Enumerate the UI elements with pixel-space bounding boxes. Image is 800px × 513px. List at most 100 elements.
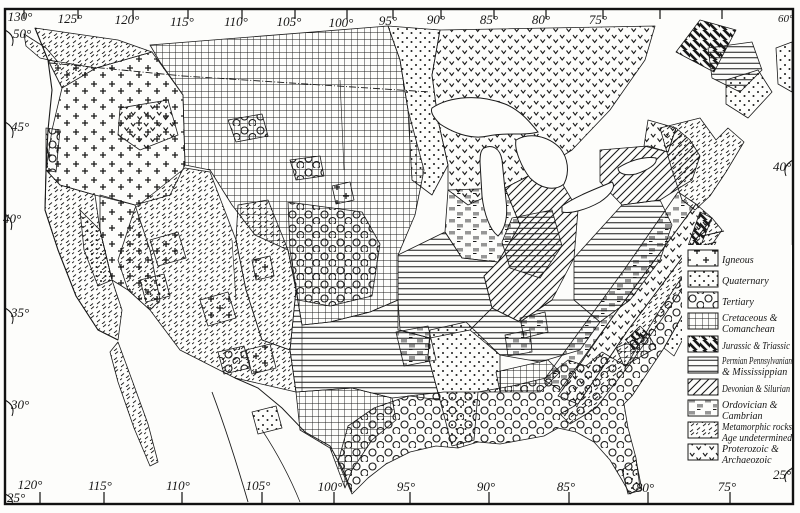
lon-label: 80° [636, 480, 654, 495]
region-nova-scotia-dots [725, 69, 773, 119]
lat-label: 25° [773, 467, 791, 482]
legend-label-cretaceous-2: Comanchean [722, 324, 775, 335]
lon-label: 95° [397, 479, 415, 494]
lat-label: 50° [13, 26, 31, 41]
lat-label: 40° [773, 159, 791, 174]
lat-label: 45° [11, 119, 29, 134]
lon-label: 115° [88, 478, 112, 493]
legend-label-permian-2: & Mississippian [722, 367, 787, 378]
left-latitude-labels: 50° 45° 40° 35° 30° 25° [3, 26, 31, 505]
mexico-west-coast [211, 391, 249, 503]
lon-label: 120° [115, 12, 140, 27]
lon-label: 75° [718, 479, 736, 494]
lon-label: 110° [166, 478, 190, 493]
region-colorado-igneous-patch [251, 255, 275, 281]
legend-swatches [687, 249, 719, 461]
legend-label-proterozoic-2: Archaeozoic [721, 455, 772, 466]
legend-label-devonian: Devonian & Silurian [721, 384, 790, 395]
mexico-interior-line [261, 429, 301, 503]
region-baja-california [109, 341, 159, 467]
boundary-lines [34, 27, 725, 503]
state-boundaries [231, 79, 431, 392]
legend-label-jurassic: Jurassic & Triassic [722, 341, 790, 352]
legend-swatch-tertiary [687, 291, 719, 309]
legend-label-metamorphic-1: Metamorphic rocks [721, 422, 792, 433]
lon-label: 105° [246, 478, 271, 493]
lon-label: 85° [557, 479, 575, 494]
lat-label: 25° [7, 490, 25, 505]
legend-swatch-devonian [687, 378, 719, 396]
legend-swatch-cretaceous [687, 312, 719, 330]
lon-label: 110° [224, 14, 248, 29]
lon-label: 75° [589, 12, 607, 27]
legend-label-cretaceous-1: Cretaceous & [722, 313, 778, 324]
lake-michigan [479, 146, 508, 237]
region-newfoundland-hatch [675, 19, 737, 73]
bottom-longitude-labels: 120° 115° 110° 105° 100° 95° 90° 85° 80°… [18, 477, 736, 495]
long-island [701, 230, 725, 237]
lon-label: 90° [427, 12, 445, 27]
region-alabama-cretaceous [495, 359, 561, 393]
legend-swatch-metamorphic [687, 421, 719, 439]
lon-label: 85° [480, 12, 498, 27]
lat-label: 60° [778, 13, 794, 25]
region-mexico-border-dots [251, 405, 283, 435]
lon-label: 105° [277, 14, 302, 29]
region-atlantic-islands-dots [775, 41, 793, 93]
region-michigan-basin-horizontal [501, 209, 563, 279]
region-oregon-coast-circles [45, 127, 61, 173]
pacific-coastline [34, 27, 119, 341]
legend-label-quaternary: Quaternary [722, 276, 769, 287]
lake-huron [515, 135, 568, 189]
region-oregon-chevron [117, 99, 179, 151]
longitude-ticks-top [23, 9, 723, 19]
geology-regions [23, 19, 793, 495]
legend-swatch-proterozoic [687, 443, 719, 461]
region-central-valley-dots [79, 209, 113, 287]
lat-label: 35° [10, 305, 29, 320]
region-florida-tip-dots [621, 459, 643, 495]
region-arizona-igneous-patch [199, 291, 237, 327]
lake-superior [431, 97, 539, 138]
legend-swatch-permian [687, 356, 719, 374]
top-longitude-labels: 130° 125° 120° 115° 110° 105° 100° 95° 9… [8, 9, 607, 30]
legend-label-ordovician-2: Cambrian [722, 411, 763, 422]
region-new-mexico-igneous-patch [245, 343, 277, 375]
region-sierra-nevada-igneous [99, 194, 161, 311]
region-new-mexico-circles-patch [217, 345, 251, 375]
lon-label: 130° [8, 9, 33, 24]
us-canada-border [49, 62, 431, 93]
legend-swatch-ordovician [687, 399, 719, 417]
great-lakes [431, 97, 657, 237]
region-nashville-ordovician [504, 329, 533, 357]
lat-label: 30° [10, 397, 29, 412]
rio-grande-border [234, 377, 353, 493]
lon-label: 90° [477, 479, 495, 494]
legend-labels: Igneous Quaternary Tertiary Cretaceous &… [721, 255, 793, 466]
region-high-plains-circles [287, 201, 381, 307]
longitude-ticks-bottom [39, 492, 731, 504]
legend-swatch-igneous [687, 249, 719, 267]
region-carolina-cretaceous [615, 333, 657, 367]
lat-label: 40° [3, 211, 21, 226]
map-frame [3, 7, 795, 506]
lon-label: 100° [318, 479, 343, 494]
lake-ontario [617, 157, 657, 176]
legend-label-proterozoic-1: Proterozoic & [721, 444, 779, 455]
lon-label: 95° [379, 13, 397, 28]
region-nevada-igneous-patch [149, 231, 187, 267]
lake-erie [561, 181, 614, 213]
lon-label: 100° [329, 15, 354, 30]
lon-label: 125° [58, 11, 83, 26]
legend-swatch-jurassic [687, 335, 719, 353]
legend-label-tertiary: Tertiary [722, 297, 754, 308]
lon-label: 115° [170, 14, 194, 29]
region-montana-basin-circles-b [289, 155, 325, 181]
legend-label-igneous: Igneous [721, 255, 754, 266]
legend-label-ordovician-1: Ordovician & [722, 400, 778, 411]
lon-label: 80° [532, 12, 550, 27]
legend-swatch-quaternary [687, 270, 719, 288]
legend-label-metamorphic-2: Age undetermined [721, 433, 793, 444]
